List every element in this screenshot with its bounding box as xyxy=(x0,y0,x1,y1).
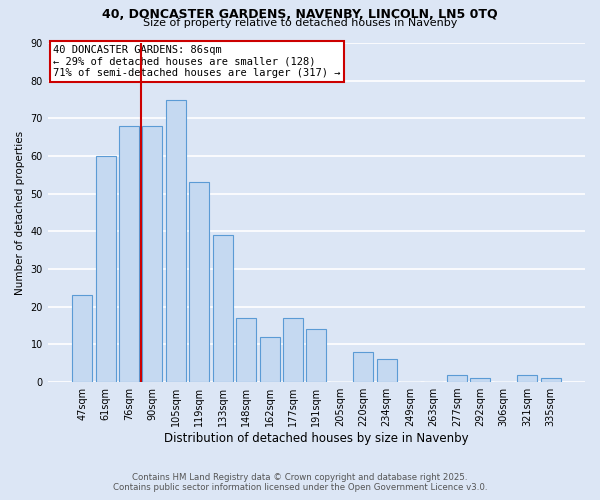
Text: 40, DONCASTER GARDENS, NAVENBY, LINCOLN, LN5 0TQ: 40, DONCASTER GARDENS, NAVENBY, LINCOLN,… xyxy=(102,8,498,20)
Bar xyxy=(517,374,537,382)
Bar xyxy=(190,182,209,382)
Y-axis label: Number of detached properties: Number of detached properties xyxy=(15,130,25,294)
Bar xyxy=(307,330,326,382)
Bar xyxy=(166,100,186,382)
Bar xyxy=(142,126,163,382)
Bar xyxy=(213,235,233,382)
Bar xyxy=(119,126,139,382)
X-axis label: Distribution of detached houses by size in Navenby: Distribution of detached houses by size … xyxy=(164,432,469,445)
Text: Size of property relative to detached houses in Navenby: Size of property relative to detached ho… xyxy=(143,18,457,28)
Bar xyxy=(447,374,467,382)
Bar xyxy=(353,352,373,382)
Bar xyxy=(541,378,560,382)
Bar xyxy=(470,378,490,382)
Bar xyxy=(72,296,92,382)
Bar xyxy=(236,318,256,382)
Text: 40 DONCASTER GARDENS: 86sqm
← 29% of detached houses are smaller (128)
71% of se: 40 DONCASTER GARDENS: 86sqm ← 29% of det… xyxy=(53,44,341,78)
Bar xyxy=(283,318,303,382)
Bar xyxy=(95,156,116,382)
Bar xyxy=(377,360,397,382)
Text: Contains HM Land Registry data © Crown copyright and database right 2025.
Contai: Contains HM Land Registry data © Crown c… xyxy=(113,473,487,492)
Bar xyxy=(260,337,280,382)
